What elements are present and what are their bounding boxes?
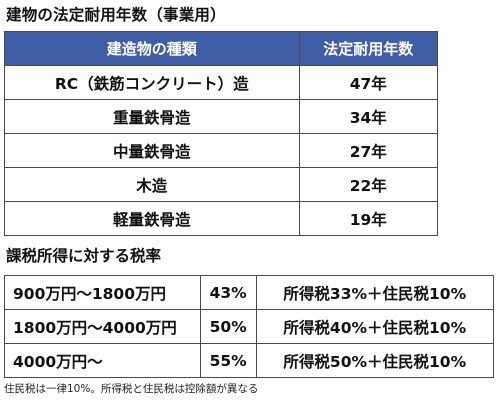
table-row: 軽量鉄骨造 19年 [4,201,438,236]
structure-type-cell: 中量鉄骨造 [4,133,300,168]
structure-type-cell: 重量鉄骨造 [4,99,300,134]
structure-type-cell: 木造 [4,167,300,202]
income-range-cell: 1800万円～4000万円 [4,309,201,344]
useful-life-cell: 22年 [298,167,438,202]
tax-rate-cell: 43% [199,275,257,310]
footnote: 住民税は一律10%。所得税と住民税は控除額が異なる [4,383,259,395]
table-header-row: 建造物の種類 法定耐用年数 [4,31,438,66]
tax-rate-table: 900万円～1800万円 43% 所得税33%＋住民税10% 1800万円～40… [4,275,495,378]
table-row: 900万円～1800万円 43% 所得税33%＋住民税10% [4,275,495,310]
table-row: 中量鉄骨造 27年 [4,133,438,168]
useful-life-cell: 27年 [298,133,438,168]
useful-life-cell: 47年 [298,65,438,100]
tax-breakdown-cell: 所得税33%＋住民税10% [255,275,495,310]
table-row: RC（鉄筋コンクリート）造 47年 [4,65,438,100]
useful-life-cell: 34年 [298,99,438,134]
tax-rate-cell: 50% [199,309,257,344]
column-header-structure-type: 建造物の種類 [4,31,300,66]
table-row: 4000万円～ 55% 所得税50%＋住民税10% [4,343,495,378]
page-title: 建物の法定耐用年数（事業用） [6,6,226,24]
table-row: 1800万円～4000万円 50% 所得税40%＋住民税10% [4,309,495,344]
structure-type-cell: 軽量鉄骨造 [4,201,300,236]
column-header-useful-life: 法定耐用年数 [298,31,438,66]
table-row: 木造 22年 [4,167,438,202]
table-row: 重量鉄骨造 34年 [4,99,438,134]
structure-type-cell: RC（鉄筋コンクリート）造 [4,65,300,100]
useful-life-cell: 19年 [298,201,438,236]
section-title-tax-rates: 課税所得に対する税率 [6,247,162,265]
tax-rate-cell: 55% [199,343,257,378]
income-range-cell: 900万円～1800万円 [4,275,201,310]
income-range-cell: 4000万円～ [4,343,201,378]
tax-breakdown-cell: 所得税50%＋住民税10% [255,343,495,378]
depreciation-table: 建造物の種類 法定耐用年数 RC（鉄筋コンクリート）造 47年 重量鉄骨造 34… [4,31,438,236]
tax-breakdown-cell: 所得税40%＋住民税10% [255,309,495,344]
